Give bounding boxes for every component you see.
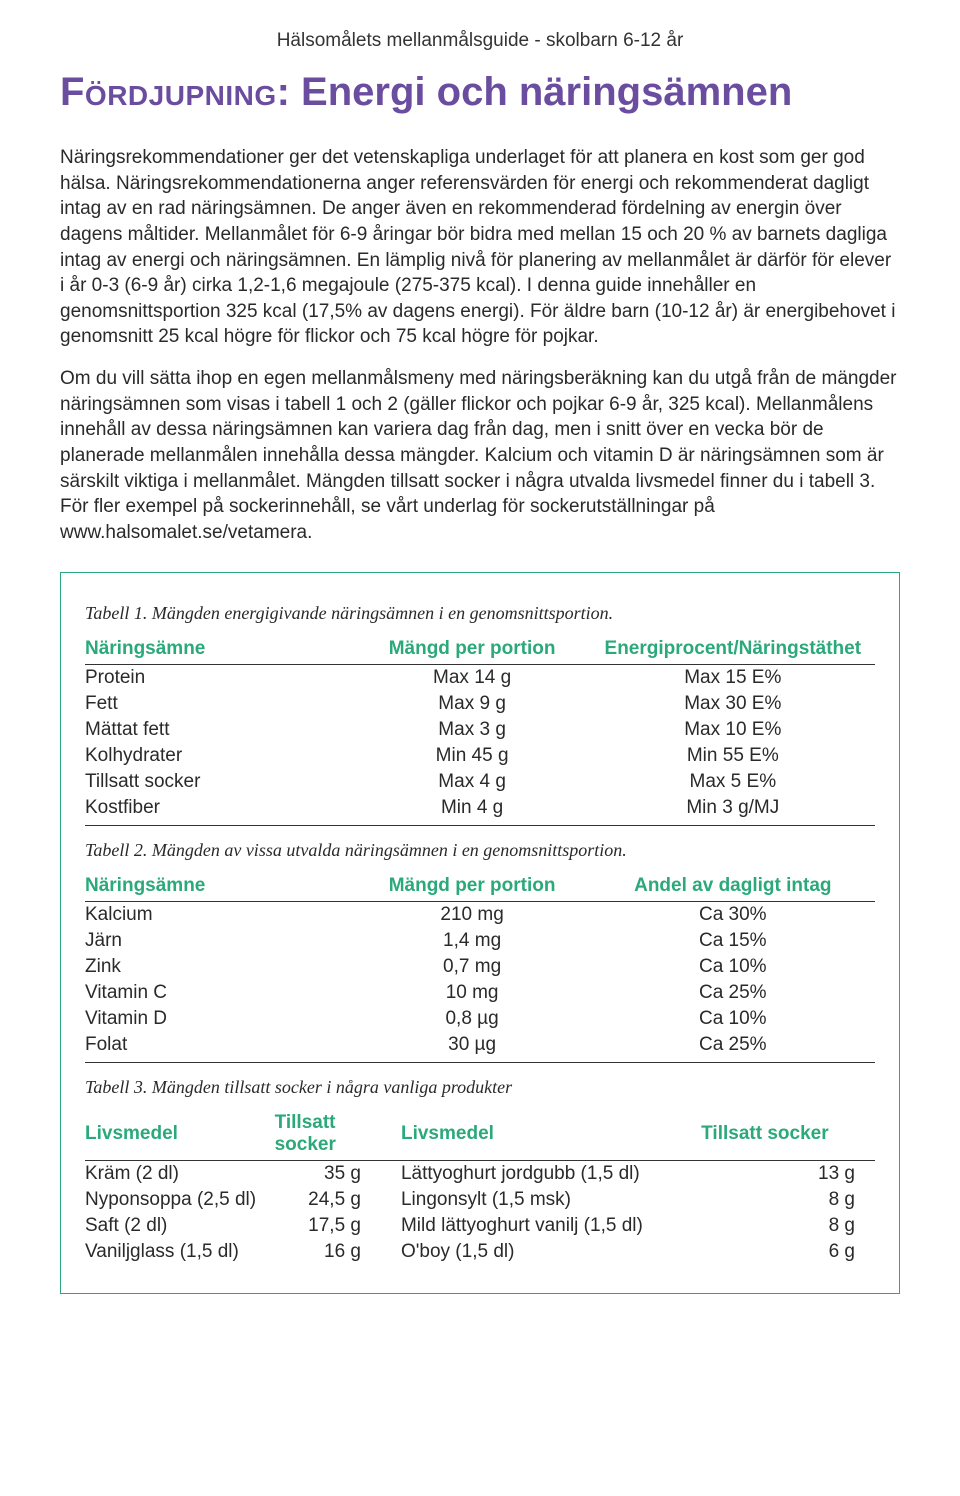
title-rest: : Energi och näringsämnen [277,70,793,114]
table-row: Tillsatt sockerMax 4 gMax 5 E% [85,769,875,795]
table-cell: Min 55 E% [591,743,875,769]
table-cell: Mättat fett [85,717,354,743]
table-cell: 13 g [701,1160,875,1187]
table-cell: Vaniljglass (1,5 dl) [85,1239,275,1269]
table-row: KostfiberMin 4 gMin 3 g/MJ [85,795,875,825]
table-cell: Zink [85,954,354,980]
table-cell: Vitamin D [85,1006,354,1032]
table-cell: Lingonsylt (1,5 msk) [401,1187,701,1213]
document-header: Hälsomålets mellanmålsguide - skolbarn 6… [60,30,900,52]
table-row: Vaniljglass (1,5 dl)16 gO'boy (1,5 dl)6 … [85,1239,875,1269]
tables-container: Tabell 1. Mängden energigivande näringsä… [60,572,900,1294]
table-cell: Max 14 g [354,664,591,691]
table-cell: Saft (2 dl) [85,1213,275,1239]
table2-header-1: Mängd per portion [354,871,591,902]
table-row: Kalcium210 mgCa 30% [85,901,875,928]
table-cell: Fett [85,691,354,717]
table2-caption: Tabell 2. Mängden av vissa utvalda närin… [85,840,875,861]
table-cell: Ca 25% [591,980,875,1006]
table-row: Vitamin C10 mgCa 25% [85,980,875,1006]
table1-caption: Tabell 1. Mängden energigivande näringsä… [85,603,875,624]
table-cell: 0,8 µg [354,1006,591,1032]
table1-rule [85,825,875,826]
table-row: Kräm (2 dl)35 gLättyoghurt jordgubb (1,5… [85,1160,875,1187]
table2-rule [85,1062,875,1063]
table-cell: Max 15 E% [591,664,875,691]
table3-header-0: Livsmedel [85,1108,275,1161]
paragraph-2: Om du vill sätta ihop en egen mellanmåls… [60,366,900,545]
table-row: Nyponsoppa (2,5 dl)24,5 gLingonsylt (1,5… [85,1187,875,1213]
paragraph-1: Näringsrekommendationer ger det vetenska… [60,145,900,350]
table-cell: 35 g [275,1160,401,1187]
table-cell: 0,7 mg [354,954,591,980]
table-cell: Kräm (2 dl) [85,1160,275,1187]
table3-header-2: Livsmedel [401,1108,701,1161]
table-row: Mättat fettMax 3 gMax 10 E% [85,717,875,743]
table-cell: Ca 25% [591,1032,875,1062]
table-cell: 30 µg [354,1032,591,1062]
table1-header-0: Näringsämne [85,634,354,665]
title-smallcaps: Fördjupning [60,70,277,114]
table2-header-2: Andel av dagligt intag [591,871,875,902]
table3-header-3: Tillsatt socker [701,1108,875,1161]
table-cell: Vitamin C [85,980,354,1006]
table-row: Folat30 µgCa 25% [85,1032,875,1062]
table-cell: Ca 30% [591,901,875,928]
table-cell: Min 4 g [354,795,591,825]
table-cell: Protein [85,664,354,691]
table-row: Zink0,7 mgCa 10% [85,954,875,980]
table-cell: Kolhydrater [85,743,354,769]
table1-header-2: Energiprocent/Näringstäthet [591,634,875,665]
table-cell: Lättyoghurt jordgubb (1,5 dl) [401,1160,701,1187]
table-cell: Nyponsoppa (2,5 dl) [85,1187,275,1213]
table3-caption: Tabell 3. Mängden tillsatt socker i någr… [85,1077,875,1098]
table-cell: Tillsatt socker [85,769,354,795]
table-cell: Järn [85,928,354,954]
table3-header-1: Tillsatt socker [275,1108,401,1161]
table-cell: Max 30 E% [591,691,875,717]
table-row: Vitamin D0,8 µgCa 10% [85,1006,875,1032]
table-cell: 6 g [701,1239,875,1269]
table-row: Saft (2 dl)17,5 gMild lättyoghurt vanilj… [85,1213,875,1239]
table-1: Näringsämne Mängd per portion Energiproc… [85,634,875,825]
table-cell: Max 10 E% [591,717,875,743]
table-cell: Max 4 g [354,769,591,795]
table-cell: Max 9 g [354,691,591,717]
table-cell: Ca 10% [591,954,875,980]
table-cell: Mild lättyoghurt vanilj (1,5 dl) [401,1213,701,1239]
document-page: Hälsomålets mellanmålsguide - skolbarn 6… [0,0,960,1334]
table-cell: Max 5 E% [591,769,875,795]
table-cell: Ca 10% [591,1006,875,1032]
table-cell: Folat [85,1032,354,1062]
table-cell: Ca 15% [591,928,875,954]
table-cell: 10 mg [354,980,591,1006]
table1-header-1: Mängd per portion [354,634,591,665]
table-cell: 8 g [701,1187,875,1213]
table-row: FettMax 9 gMax 30 E% [85,691,875,717]
table-cell: Kalcium [85,901,354,928]
table-cell: 17,5 g [275,1213,401,1239]
table2-header-0: Näringsämne [85,871,354,902]
table-cell: Kostfiber [85,795,354,825]
table-row: KolhydraterMin 45 gMin 55 E% [85,743,875,769]
table-3: Livsmedel Tillsatt socker Livsmedel Till… [85,1108,875,1269]
table-cell: Max 3 g [354,717,591,743]
table-2: Näringsämne Mängd per portion Andel av d… [85,871,875,1062]
table-cell: Min 45 g [354,743,591,769]
table-cell: 1,4 mg [354,928,591,954]
table-cell: Min 3 g/MJ [591,795,875,825]
table-cell: 16 g [275,1239,401,1269]
table-row: Järn1,4 mgCa 15% [85,928,875,954]
table-cell: O'boy (1,5 dl) [401,1239,701,1269]
main-title: Fördjupning: Energi och näringsämnen [60,70,900,115]
table-cell: 8 g [701,1213,875,1239]
table-row: ProteinMax 14 gMax 15 E% [85,664,875,691]
table-cell: 24,5 g [275,1187,401,1213]
table-cell: 210 mg [354,901,591,928]
